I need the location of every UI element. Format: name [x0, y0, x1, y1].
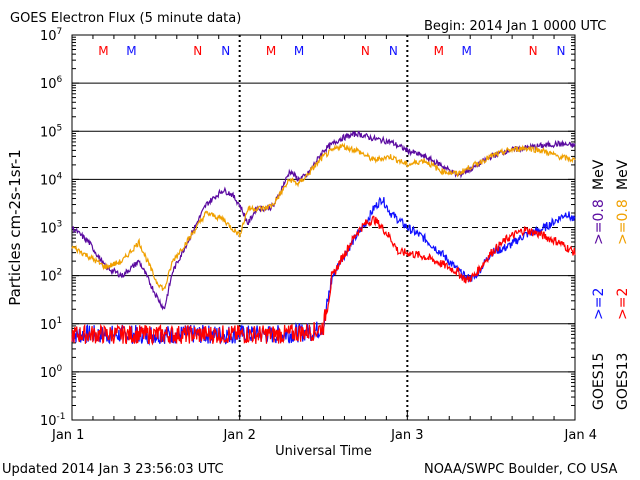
mn-marker: N	[389, 44, 398, 58]
y-tick-label: 102	[40, 268, 62, 285]
y-tick-label: 105	[40, 123, 62, 140]
series-line	[71, 142, 576, 291]
begin-time: Begin: 2014 Jan 1 0000 UTC	[424, 19, 606, 34]
legend-goes15: GOES15	[591, 353, 607, 410]
mn-marker: M	[266, 44, 276, 58]
y-tick-label: 100	[40, 364, 63, 381]
series-line	[71, 130, 576, 311]
y-tick-label: 10-1	[40, 412, 66, 429]
series-line	[71, 215, 576, 346]
x-tick-label: Jan 4	[564, 428, 597, 443]
legend-ge2-goes15: >=2	[591, 288, 607, 320]
y-tick-label: 101	[40, 316, 62, 333]
legend-unit: MeV	[615, 159, 631, 190]
y-tick-label: 106	[40, 75, 63, 92]
chart-title: GOES Electron Flux (5 minute data)	[10, 11, 241, 26]
y-axis-label: Particles cm-2s-1sr-1	[6, 149, 24, 306]
legend-goes13: GOES13	[615, 353, 631, 410]
legend-ge08-goes15: >=0.8	[591, 199, 607, 245]
mn-marker: M	[126, 44, 136, 58]
mn-marker: M	[434, 44, 444, 58]
mn-marker: M	[462, 44, 472, 58]
mn-marker: N	[193, 44, 202, 58]
legend-ge2-goes13: >=2	[615, 288, 631, 320]
x-axis-label: Universal Time	[275, 444, 372, 459]
y-tick-label: 104	[40, 171, 63, 188]
credit-text: NOAA/SWPC Boulder, CO USA	[424, 462, 617, 477]
mn-marker: N	[361, 44, 370, 58]
updated-time: Updated 2014 Jan 3 23:56:03 UTC	[2, 462, 224, 477]
x-tick-label: Jan 1	[51, 428, 84, 443]
mn-marker: N	[557, 44, 566, 58]
mn-marker: M	[294, 44, 304, 58]
y-tick-label: 103	[40, 220, 62, 237]
mn-marker: N	[529, 44, 538, 58]
legend-ge08-goes13: >=0.8	[615, 199, 631, 245]
x-tick-label: Jan 3	[390, 428, 423, 443]
legend-unit: MeV	[591, 159, 607, 190]
x-tick-label: Jan 2	[222, 428, 255, 443]
y-tick-label: 107	[40, 27, 62, 44]
mn-marker: M	[98, 44, 108, 58]
mn-marker: N	[221, 44, 230, 58]
